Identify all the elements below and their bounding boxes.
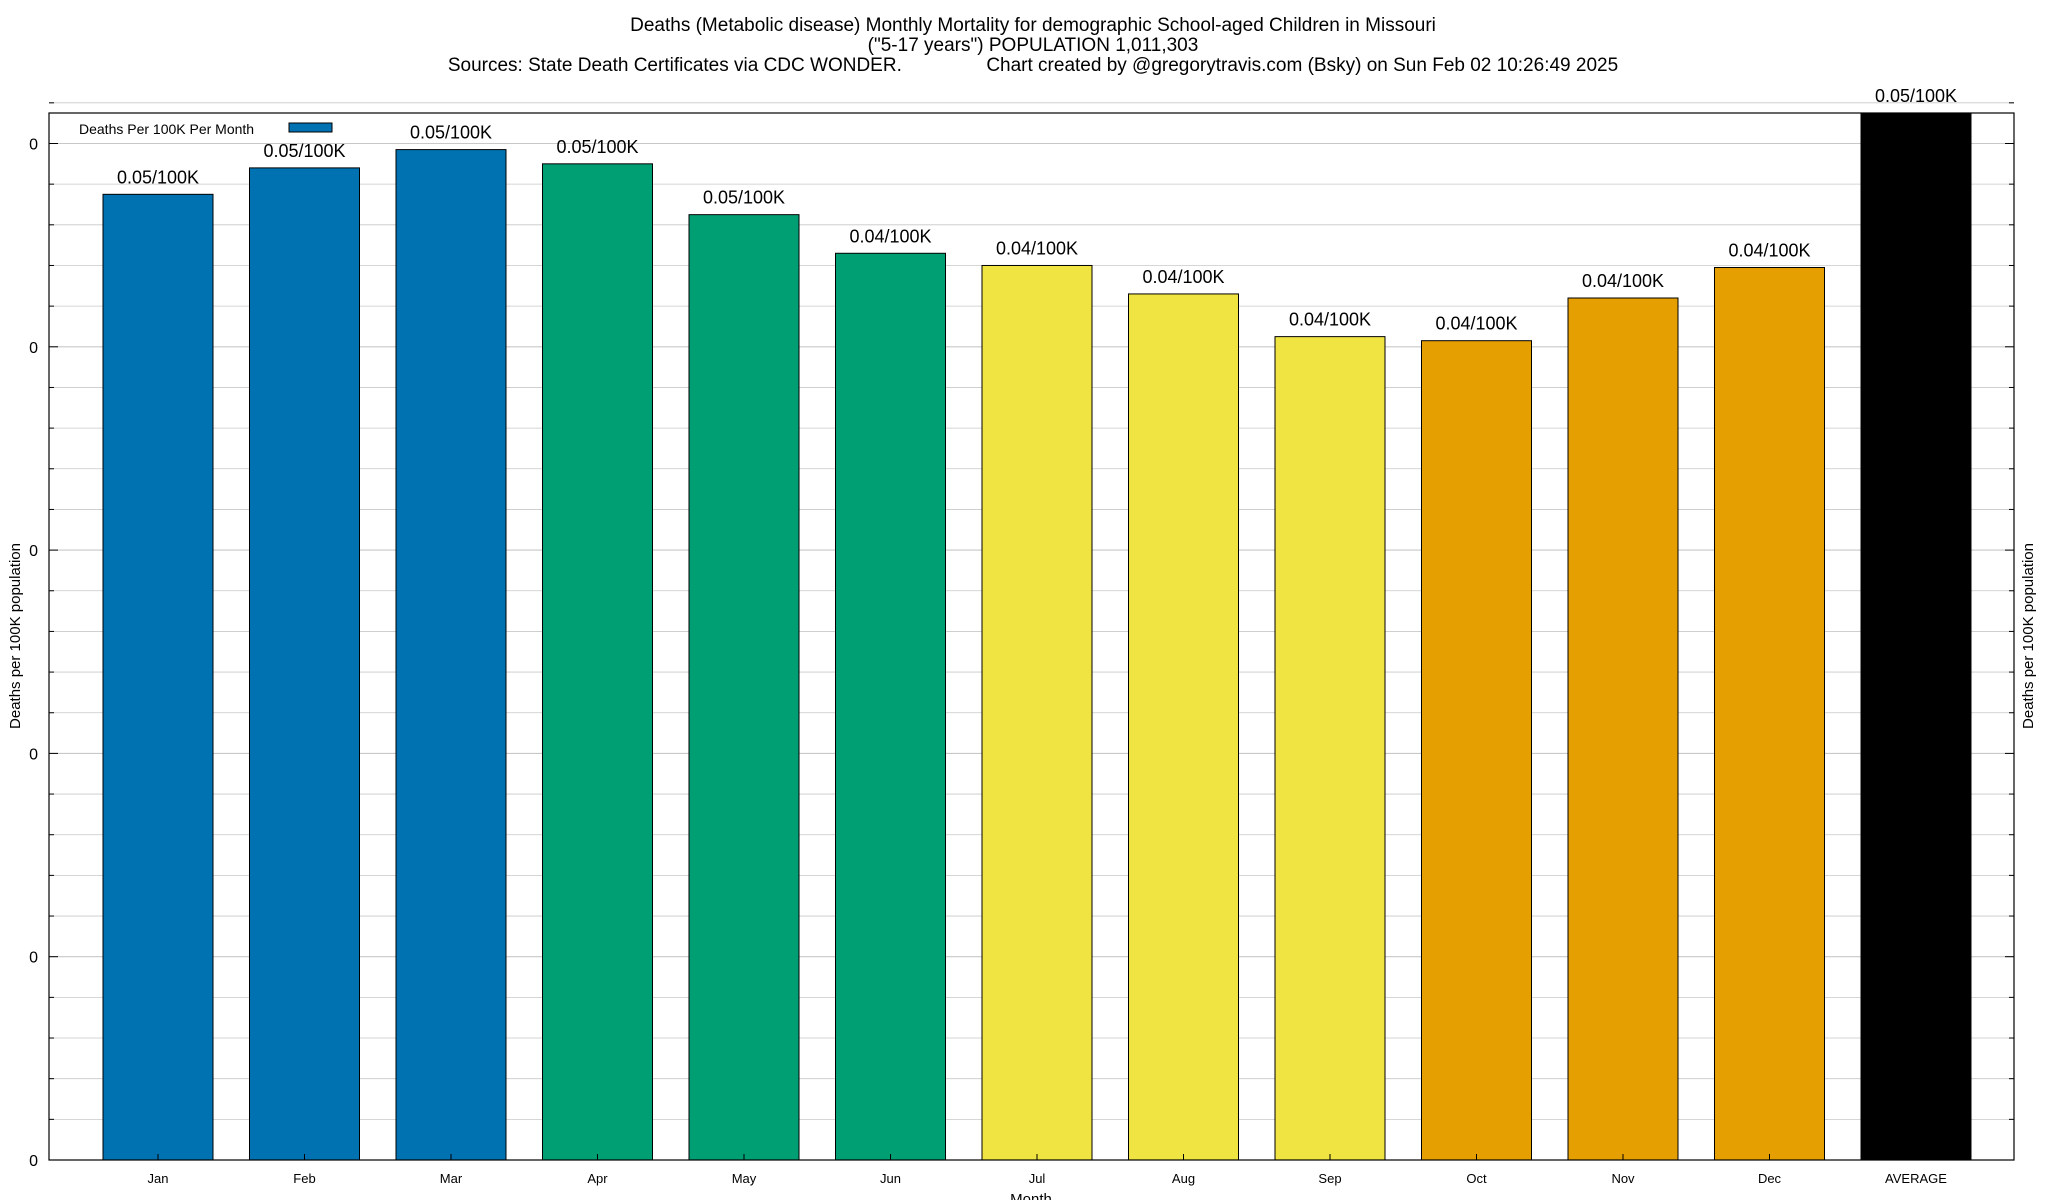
y-axis-ticks: 0 0 0 0 0 0 [29,102,2014,1170]
bar-value-label: 0.04/100K [996,238,1078,258]
bar-nov [1567,297,1679,1161]
plot-frame [48,112,2015,1161]
bar-value-label: 0.04/100K [1728,241,1810,261]
x-tick-label: Jun [880,1171,901,1186]
bar-jun [835,252,946,1161]
x-tick-label: AVERAGE [1885,1171,1947,1186]
y-tick-label: 0 [29,950,38,967]
y-tick-label: 0 [29,1153,38,1170]
bar-may [688,214,800,1161]
legend-swatch [288,122,333,133]
x-tick-label: Oct [1466,1171,1487,1186]
bar-jan [102,193,214,1161]
bar-average [1860,112,1972,1161]
x-axis-title: Month [1010,1191,1052,1200]
x-axis-tick-labels: Jan Feb Mar Apr May Jun Jul Aug Sep Oct Nov Dec AVER… [148,1154,1947,1186]
bar-dec [1714,267,1825,1161]
x-tick-label: Feb [293,1171,315,1186]
bar-value-label: 0.05/100K [556,137,638,157]
x-tick-label: Sep [1318,1171,1341,1186]
bar-oct [1421,340,1532,1161]
bar-aug [1128,293,1239,1161]
y-tick-label: 0 [29,746,38,763]
bar-value-label: 0.04/100K [1435,314,1517,334]
legend-label: Deaths Per 100K Per Month [79,121,254,137]
x-tick-label: May [732,1171,757,1186]
bar-mar [395,149,507,1161]
bar-value-label: 0.04/100K [1582,271,1664,291]
y-tick-label: 0 [29,340,38,357]
bar-value-label: 0.05/100K [117,167,199,187]
x-tick-label: Aug [1172,1171,1195,1186]
bar-feb [249,167,360,1161]
x-tick-label: Nov [1611,1171,1635,1186]
y-tick-label: 0 [29,543,38,560]
bar-value-label: 0.05/100K [703,188,785,208]
x-tick-label: Apr [587,1171,608,1186]
bar-value-label: 0.05/100K [1875,86,1957,106]
x-tick-label: Dec [1758,1171,1782,1186]
y-tick-label: 0 [29,136,38,153]
bar-value-labels: 0.05/100K 0.05/100K 0.05/100K 0.05/100K 0.05… [117,86,1957,334]
legend: Deaths Per 100K Per Month [79,121,333,137]
x-tick-label: Mar [440,1171,463,1186]
chart-title-line-3: Sources: State Death Certificates via CD… [448,55,1618,76]
bar-apr [542,163,653,1161]
y-axis-title: Deaths per 100K population [7,543,24,729]
bar-value-label: 0.05/100K [410,123,492,143]
bar-sep [1274,336,1386,1161]
y2-axis-title: Deaths per 100K population [2020,543,2037,729]
bar-value-label: 0.04/100K [1289,310,1371,330]
bar-value-label: 0.05/100K [263,141,345,161]
x-tick-label: Jan [148,1171,169,1186]
bar-value-label: 0.04/100K [1142,267,1224,287]
bar-value-label: 0.04/100K [849,226,931,246]
chart-title: Deaths (Metabolic disease) Monthly Morta… [448,15,1618,76]
bars [102,112,1972,1161]
bar-jul [981,264,1093,1161]
chart-title-line-2: ("5-17 years") POPULATION 1,011,303 [868,35,1199,56]
x-tick-label: Jul [1029,1171,1046,1186]
chart-title-line-1: Deaths (Metabolic disease) Monthly Morta… [630,15,1436,36]
